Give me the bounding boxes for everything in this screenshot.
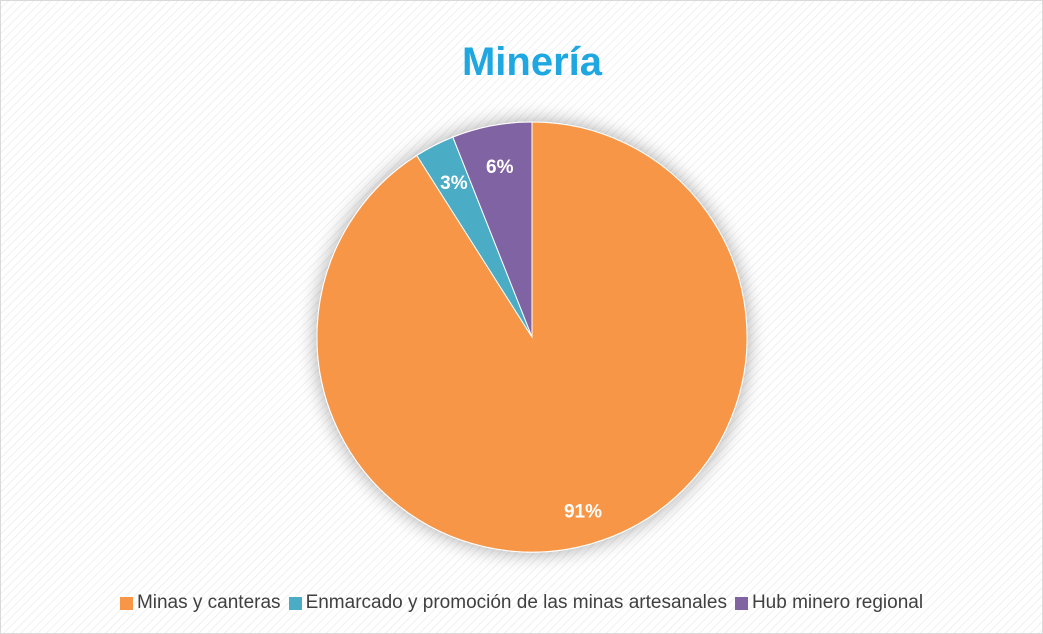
legend-label: Hub minero regional [751,592,924,613]
data-label: 91% [564,502,602,523]
chart-title: Minería [462,40,603,84]
pie-slice [316,121,748,553]
legend-label: Enmarcado y promoción de las minas artes… [305,592,727,613]
legend-swatch [734,596,748,610]
legend-label: Minas y canteras [136,592,281,613]
legend-item: Minas y canteras [119,592,281,614]
legend-item: Hub minero regional [734,592,924,614]
pie [316,121,748,553]
legend-swatch [119,596,133,610]
legend: Minas y canteras Enmarcado y promoción de… [0,592,1043,614]
legend-swatch [288,596,302,610]
pie-slice [452,121,533,338]
legend-item: Enmarcado y promoción de las minas artes… [288,592,727,614]
data-label: 6% [486,157,514,178]
data-label: 3% [440,173,468,194]
